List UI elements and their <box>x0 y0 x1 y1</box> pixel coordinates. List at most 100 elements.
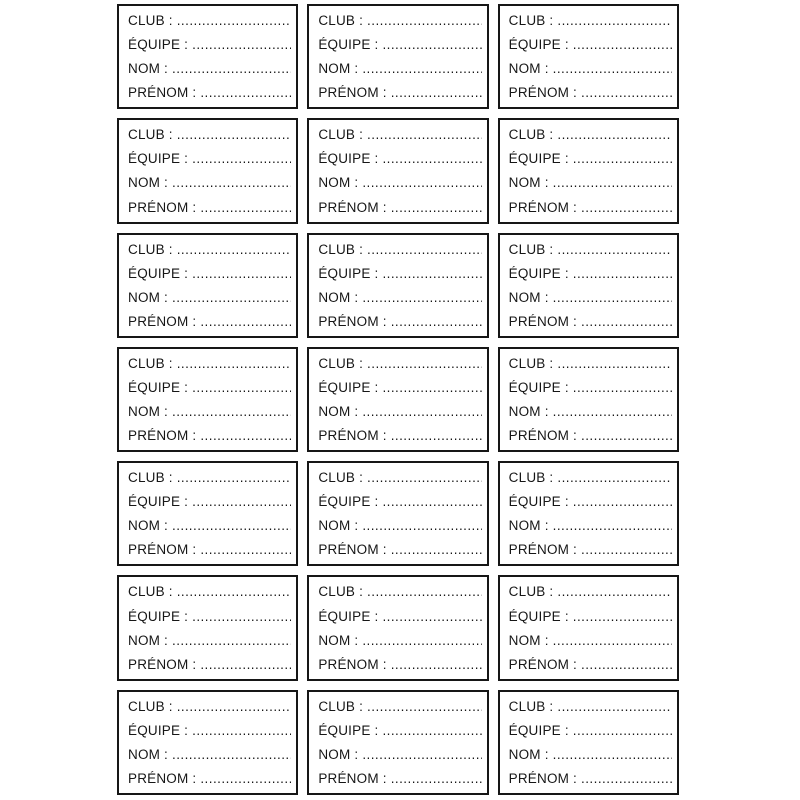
dot-leader-nom: ........................................… <box>172 175 291 191</box>
field-row-nom: NOM : ..................................… <box>509 633 672 649</box>
dot-leader-prenom: ........................................… <box>200 542 291 558</box>
label-card: CLUB : .................................… <box>117 689 299 795</box>
label-card: CLUB : .................................… <box>117 575 299 681</box>
label-card: CLUB : .................................… <box>307 461 489 567</box>
field-row-equipe: ÉQUIPE : ...............................… <box>318 609 481 625</box>
field-label-club: CLUB : <box>318 355 364 371</box>
field-label-club: CLUB : <box>128 698 173 714</box>
field-row-equipe: ÉQUIPE : ...............................… <box>128 266 291 282</box>
dot-leader-equipe: ........................................… <box>382 265 482 281</box>
field-row-nom: NOM : ..................................… <box>128 290 291 306</box>
field-label-equipe: ÉQUIPE : <box>318 151 379 167</box>
field-label-equipe: ÉQUIPE : <box>508 37 569 53</box>
field-label-nom: NOM : <box>508 632 549 648</box>
dot-leader-nom: ........................................… <box>552 61 672 77</box>
label-card: CLUB : .................................… <box>307 232 489 338</box>
dot-leader-club: ........................................… <box>367 698 482 714</box>
dot-leader-prenom: ........................................… <box>390 542 482 558</box>
field-row-club: CLUB : .................................… <box>509 127 672 143</box>
field-label-equipe: ÉQUIPE : <box>508 608 569 624</box>
field-label-club: CLUB : <box>128 355 173 371</box>
dot-leader-nom: ........................................… <box>552 289 672 305</box>
dot-leader-club: ........................................… <box>557 698 672 714</box>
field-row-nom: NOM : ..................................… <box>318 404 481 420</box>
label-sheet: CLUB : .................................… <box>117 4 679 795</box>
field-row-nom: NOM : ..................................… <box>318 175 481 191</box>
field-row-equipe: ÉQUIPE : ...............................… <box>318 151 481 167</box>
field-label-nom: NOM : <box>318 289 359 305</box>
dot-leader-nom: ........................................… <box>172 632 291 648</box>
field-row-club: CLUB : .................................… <box>509 699 672 715</box>
field-label-nom: NOM : <box>508 518 549 534</box>
dot-leader-nom: ........................................… <box>552 746 672 762</box>
field-row-club: CLUB : .................................… <box>318 584 481 600</box>
field-label-prenom: PRÉNOM : <box>318 428 387 444</box>
field-label-prenom: PRÉNOM : <box>128 199 197 215</box>
dot-leader-prenom: ........................................… <box>200 770 291 786</box>
field-row-equipe: ÉQUIPE : ...............................… <box>509 37 672 53</box>
dot-leader-equipe: ........................................… <box>192 151 292 167</box>
dot-leader-prenom: ........................................… <box>200 85 291 101</box>
field-row-prenom: PRÉNOM : ...............................… <box>128 200 291 216</box>
field-label-club: CLUB : <box>128 13 173 28</box>
label-card: CLUB : .................................… <box>497 232 679 338</box>
field-row-club: CLUB : .................................… <box>128 356 291 372</box>
field-row-equipe: ÉQUIPE : ...............................… <box>318 494 481 510</box>
label-card: CLUB : .................................… <box>307 689 489 795</box>
field-label-equipe: ÉQUIPE : <box>508 494 569 510</box>
field-label-prenom: PRÉNOM : <box>128 85 197 101</box>
field-label-equipe: ÉQUIPE : <box>128 265 189 281</box>
field-label-nom: NOM : <box>128 289 168 305</box>
field-label-nom: NOM : <box>318 632 359 648</box>
field-label-nom: NOM : <box>508 404 549 420</box>
field-row-club: CLUB : .................................… <box>128 470 291 486</box>
field-row-nom: NOM : ..................................… <box>128 175 291 191</box>
dot-leader-nom: ........................................… <box>552 632 672 648</box>
field-label-nom: NOM : <box>508 61 549 77</box>
field-label-equipe: ÉQUIPE : <box>128 379 189 395</box>
field-label-club: CLUB : <box>508 127 554 143</box>
dot-leader-prenom: ........................................… <box>581 542 672 558</box>
label-card: CLUB : .................................… <box>497 346 679 453</box>
field-label-club: CLUB : <box>318 127 364 143</box>
dot-leader-prenom: ........................................… <box>390 313 482 329</box>
dot-leader-equipe: ........................................… <box>572 265 672 281</box>
field-label-prenom: PRÉNOM : <box>128 313 197 329</box>
dot-leader-club: ........................................… <box>176 355 292 371</box>
field-row-nom: NOM : ..................................… <box>509 175 672 191</box>
field-label-prenom: PRÉNOM : <box>318 770 387 786</box>
field-row-prenom: PRÉNOM : ...............................… <box>318 200 481 216</box>
dot-leader-prenom: ........................................… <box>200 428 291 444</box>
dot-leader-club: ........................................… <box>176 127 292 143</box>
field-row-club: CLUB : .................................… <box>128 242 291 258</box>
dot-leader-equipe: ........................................… <box>382 722 482 738</box>
label-card: CLUB : .................................… <box>497 118 679 224</box>
dot-leader-prenom: ........................................… <box>581 199 672 215</box>
field-row-club: CLUB : .................................… <box>318 13 481 29</box>
dot-leader-equipe: ........................................… <box>572 494 672 510</box>
dot-leader-nom: ........................................… <box>362 746 481 762</box>
field-label-prenom: PRÉNOM : <box>318 313 387 329</box>
field-label-club: CLUB : <box>508 241 554 257</box>
field-label-equipe: ÉQUIPE : <box>508 151 569 167</box>
field-row-equipe: ÉQUIPE : ...............................… <box>509 380 672 396</box>
field-row-equipe: ÉQUIPE : ...............................… <box>128 380 291 396</box>
dot-leader-club: ........................................… <box>367 470 482 486</box>
dot-leader-equipe: ........................................… <box>382 37 482 53</box>
label-card: CLUB : .................................… <box>117 461 299 567</box>
field-row-equipe: ÉQUIPE : ...............................… <box>318 380 481 396</box>
dot-leader-club: ........................................… <box>176 698 292 714</box>
dot-leader-equipe: ........................................… <box>192 379 292 395</box>
field-label-club: CLUB : <box>128 470 173 486</box>
field-label-equipe: ÉQUIPE : <box>508 722 569 738</box>
field-row-club: CLUB : .................................… <box>318 470 481 486</box>
field-row-equipe: ÉQUIPE : ...............................… <box>128 723 291 739</box>
label-card: CLUB : .................................… <box>497 4 679 110</box>
label-card: CLUB : .................................… <box>307 346 489 453</box>
field-label-prenom: PRÉNOM : <box>318 656 387 672</box>
field-label-equipe: ÉQUIPE : <box>318 494 379 510</box>
field-label-nom: NOM : <box>318 746 359 762</box>
field-row-prenom: PRÉNOM : ...............................… <box>128 542 291 558</box>
dot-leader-equipe: ........................................… <box>192 494 292 510</box>
field-row-equipe: ÉQUIPE : ...............................… <box>509 609 672 625</box>
